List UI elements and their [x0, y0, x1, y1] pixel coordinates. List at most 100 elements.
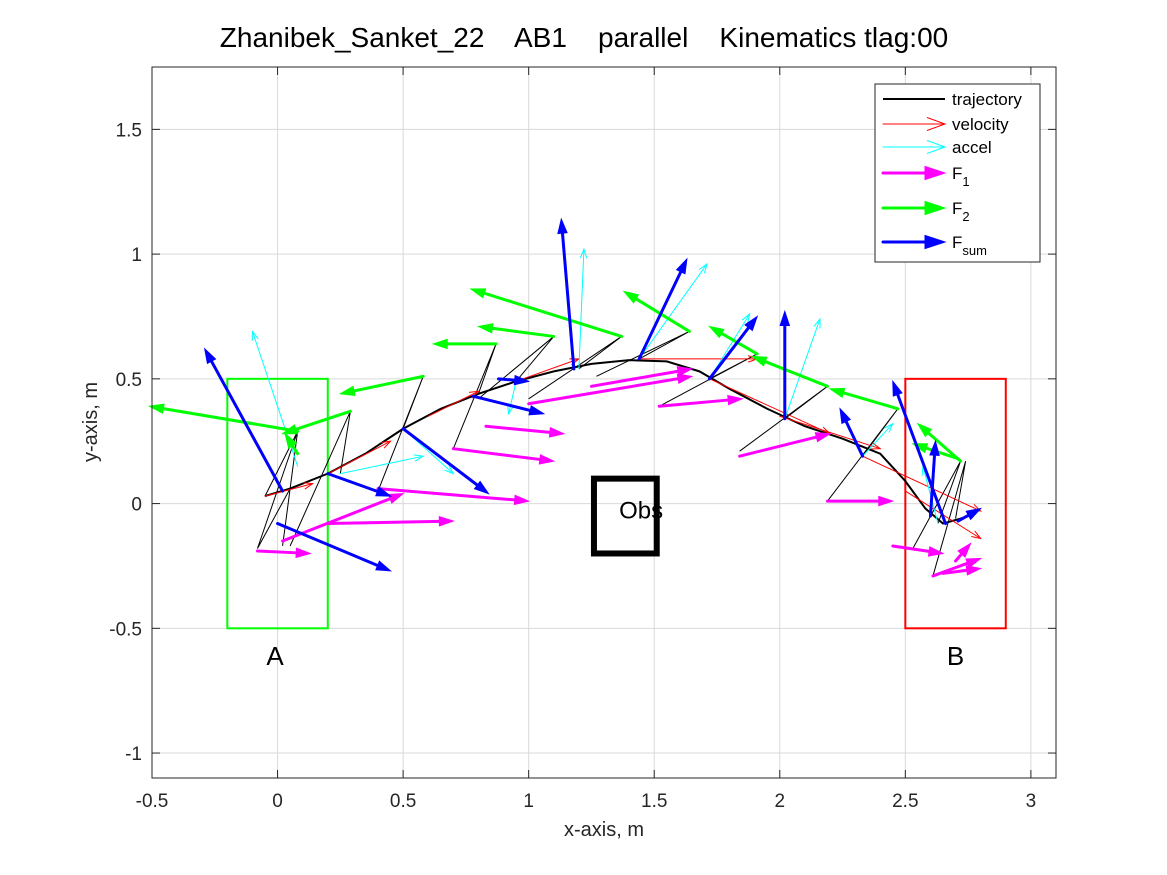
accel-arrow-shaft: [339, 455, 424, 475]
f1-arrow-shaft: [931, 561, 970, 578]
f2-arrow-head: [916, 422, 933, 438]
f1-arrow: [954, 542, 972, 563]
velocity-arrow-shaft: [779, 415, 881, 450]
legend-swatch-f2-head: [924, 200, 947, 216]
region-a-box: [226, 377, 329, 630]
velocity-arrow: [779, 415, 882, 450]
f1-arrow-head: [965, 557, 983, 569]
legend-swatch-fsum: [881, 234, 947, 250]
regions: A B Obs: [226, 377, 1007, 671]
legend-swatch-f2: [881, 200, 947, 216]
accel-arrow-shaft: [508, 380, 517, 415]
velocity-arrow-shaft: [327, 440, 392, 475]
legend-label-f2: F2: [952, 199, 970, 224]
velocity-arrow-shaft: [427, 390, 479, 417]
f1-arrow-shaft: [376, 487, 517, 502]
accel-arrow-shaft: [784, 318, 821, 420]
fsum-arrow: [637, 257, 688, 361]
y-tick-label: 1: [131, 245, 142, 266]
f1-arrow-shaft: [589, 369, 680, 388]
f1-arrow-head: [438, 516, 455, 527]
f1-arrow-head: [513, 494, 531, 506]
fsum-arrow-head: [513, 374, 531, 386]
f1-arrow: [941, 565, 983, 576]
accel-arrow-shaft: [862, 423, 894, 457]
fsum-arrow: [276, 522, 393, 572]
fsum-arrow-head: [965, 507, 983, 521]
fsum-arrow-head: [744, 315, 759, 332]
legend-label-trajectory: trajectory: [952, 90, 1022, 109]
fsum-arrow-head: [557, 217, 568, 235]
f2-arrow-head: [469, 288, 487, 299]
fsum-arrow-shaft: [637, 270, 683, 361]
legend-label-text: trajectory: [952, 90, 1022, 109]
accel-arrow: [638, 262, 708, 360]
f2-arrow-head: [284, 432, 298, 449]
fsum-arrow-head: [892, 379, 903, 397]
f2-arrow: [147, 403, 300, 433]
f2-arrow-head: [476, 323, 494, 334]
body-link: [256, 431, 299, 549]
fsum-arrow: [326, 472, 393, 497]
f2-arrow-head: [338, 385, 356, 397]
fsum-arrow: [401, 427, 490, 495]
fsum-arrow-head: [375, 486, 393, 497]
x-tick-label: 0: [272, 791, 283, 812]
f2-arrow-head: [431, 338, 448, 350]
fsum-arrow-head: [473, 480, 490, 495]
f1-arrow: [931, 557, 983, 578]
f1-arrow-head: [965, 565, 983, 576]
accel-arrow-head: [741, 312, 751, 324]
f1-arrow-head: [295, 547, 312, 559]
legend-swatch-velocity-head: [926, 117, 947, 131]
f2-arrow-shaft: [352, 374, 425, 393]
velocity-arrow-head: [303, 482, 315, 490]
f1-arrow-head: [538, 454, 556, 465]
y-tick-label: 1.5: [116, 120, 142, 141]
fsum-arrow-shaft: [471, 394, 532, 412]
body-link: [932, 461, 967, 577]
f2-arrow: [750, 355, 829, 388]
accel-arrow-head: [698, 262, 708, 274]
trajectory-line: [264, 359, 976, 525]
fsum-arrow-head: [779, 309, 791, 326]
f2-arrow: [281, 409, 352, 435]
fsum-arrow-shaft: [209, 359, 285, 493]
legend-label-fsum: Fsum: [952, 233, 987, 258]
y-tick-label: 0: [131, 495, 142, 516]
region-a-label: A: [266, 641, 284, 671]
accel-arrow-head: [444, 464, 455, 475]
f1-arrow-shaft: [326, 519, 441, 526]
f2-arrow-shaft: [161, 407, 300, 433]
trajectory-layer: [264, 359, 976, 525]
velocity-arrow-head: [971, 530, 982, 540]
fsum-arrow-shaft: [560, 231, 576, 371]
y-axis-label: y-axis, m: [80, 382, 102, 462]
fsum-arrow-head: [375, 560, 393, 572]
f2-arrow-shaft: [294, 409, 352, 431]
fsum-arrow-shaft: [497, 377, 517, 382]
accel-arrow-shaft: [638, 263, 708, 360]
f1-arrow: [891, 544, 945, 557]
fsum-arrow: [471, 394, 546, 416]
legend-label-text: F: [952, 199, 962, 218]
accel-arrow: [339, 454, 425, 475]
series-fsum: [203, 217, 983, 572]
accel-arrow: [862, 422, 894, 457]
f2-arrow: [476, 323, 556, 338]
x-axis-label: x-axis, m: [564, 819, 644, 841]
f1-arrow: [657, 394, 744, 408]
legend-label-subscript: 1: [962, 174, 969, 189]
fsum-arrow: [707, 315, 759, 381]
legend-label-subscript: 2: [962, 209, 969, 224]
fsum-arrow-head: [675, 257, 688, 275]
fsum-arrow: [557, 217, 576, 371]
f2-arrow-shaft: [720, 331, 759, 356]
accel-arrow-head: [884, 422, 894, 433]
fsum-arrow-shaft: [326, 472, 379, 493]
f2-arrow-head: [750, 355, 768, 367]
legend-label-text: accel: [952, 138, 992, 157]
obstacle-box: [590, 475, 660, 557]
velocity-arrow: [264, 482, 315, 497]
f1-arrow: [825, 495, 895, 507]
